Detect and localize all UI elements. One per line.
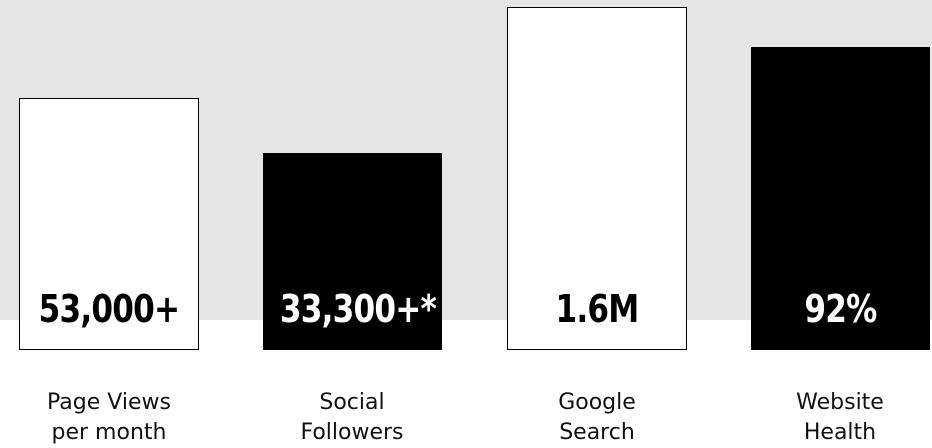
stat-label-website-health: Website Health <box>740 388 932 448</box>
stat-bar-google-search: 1.6M <box>507 7 687 350</box>
stat-label-line-1: Google <box>558 390 636 415</box>
stat-value-social-followers: 33,300+* <box>279 287 437 331</box>
stat-label-line-2: Followers <box>300 420 404 445</box>
stat-bar-page-views: 53,000+ <box>19 98 199 350</box>
stat-label-social-followers: Social Followers <box>252 388 452 448</box>
stat-label-google-search: Google Search <box>497 388 697 448</box>
stat-value-website-health: 92% <box>804 287 877 331</box>
stat-label-line-1: Page Views <box>47 390 171 415</box>
stat-value-page-views: 53,000+ <box>38 287 180 331</box>
stat-label-line-2: Health <box>803 420 877 445</box>
stat-label-line-2: Search <box>559 420 635 445</box>
stat-value-google-search: 1.6M <box>555 287 640 331</box>
stat-label-line-1: Website <box>796 390 884 415</box>
stat-label-page-views: Page Views per month <box>9 388 209 448</box>
stat-label-line-2: per month <box>51 420 167 445</box>
stat-bar-social-followers: 33,300+* <box>263 153 442 350</box>
stat-label-line-1: Social <box>319 390 385 415</box>
stat-bar-website-health: 92% <box>751 47 930 350</box>
